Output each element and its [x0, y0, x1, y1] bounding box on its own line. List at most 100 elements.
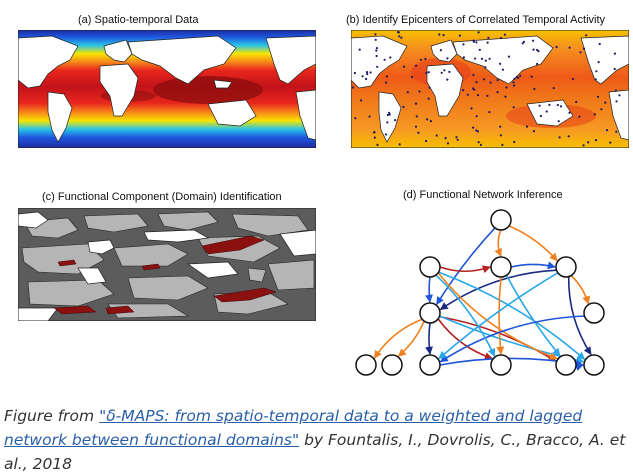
epicenter-dot [578, 115, 581, 118]
epicenter-dot [385, 75, 388, 78]
epicenter-dot [410, 75, 414, 78]
epicenter-dot [462, 56, 465, 59]
epicenter-dot [479, 143, 482, 146]
network-node-n9 [555, 354, 577, 376]
epicenter-dot [475, 129, 478, 132]
epicenter-dot [614, 89, 617, 92]
epicenter-dot [477, 31, 480, 34]
epicenter-dot [418, 90, 421, 93]
network-node-n4 [419, 302, 441, 324]
network-edge-n9-n10 [574, 363, 584, 371]
network-edge-n3-n4 [439, 269, 557, 311]
epicenter-dot [376, 65, 379, 68]
epicenter-dot [385, 81, 388, 84]
epicenter-dot [556, 103, 559, 107]
epicenter-dot [618, 94, 621, 97]
epicenter-dot [456, 138, 459, 141]
epicenter-dot [435, 134, 438, 137]
epicenter-dot [403, 65, 406, 68]
network-edge-n1-n10 [438, 271, 586, 361]
epicenter-dot [438, 33, 441, 36]
epicenter-dot [353, 71, 356, 75]
epicenter-dot [476, 94, 480, 97]
network-edge-n1-n4 [425, 276, 433, 303]
epicenter-dot [406, 91, 409, 94]
epicenter-dot [415, 64, 418, 67]
epicenter-dot [375, 47, 378, 50]
epicenter-dot [489, 81, 492, 84]
epicenter-dot [537, 50, 540, 53]
epicenter-dot [414, 125, 418, 128]
epicenter-dot [427, 71, 430, 74]
epicenter-dot [496, 91, 499, 94]
epicenter-dot [486, 94, 489, 97]
epicenter-dot [424, 57, 427, 61]
epicenter-dot [593, 113, 596, 116]
epicenter-dot [487, 36, 490, 39]
epicenter-dot [429, 120, 432, 123]
epicenter-dot [366, 73, 369, 76]
caption-prefix: Figure from [4, 407, 100, 425]
network-edge-n2-n9 [505, 274, 561, 357]
epicenter-dot [426, 118, 429, 121]
network-node-n8 [490, 354, 512, 376]
epicenter-dot [545, 110, 548, 113]
paper-link[interactable]: "δ-MAPS: from spatio-temporal data to a … [4, 407, 583, 449]
epicenter-dot [388, 111, 391, 114]
epicenter-dot [374, 38, 377, 41]
epicenter-dot [559, 105, 562, 108]
epicenter-dot [512, 84, 516, 87]
epicenter-dot [505, 86, 508, 89]
network-node-n2 [490, 256, 512, 278]
epicenter-dot [398, 35, 401, 38]
epicenter-dot [525, 125, 529, 128]
epicenter-dot [582, 144, 585, 147]
epicenter-dot [448, 70, 451, 73]
epicenter-dot [475, 81, 478, 84]
network-node-n1 [419, 256, 441, 278]
epicenter-dot [466, 93, 469, 96]
epicenter-dot [558, 136, 561, 139]
network-edge-n3-n11 [570, 274, 591, 305]
epicenter-dot [373, 136, 376, 139]
epicenter-dot [600, 108, 603, 111]
network-node-n10 [583, 354, 605, 376]
epicenter-dot [488, 57, 491, 60]
epicenter-dot [597, 61, 600, 64]
epicenter-dot [499, 125, 502, 128]
figure-caption: Figure from "δ-MAPS: from spatio-tempora… [4, 404, 630, 476]
epicenter-dot [415, 115, 418, 118]
epicenter-dot [474, 57, 477, 60]
epicenter-dot [539, 114, 542, 118]
network-edge-n2-n3 [510, 261, 556, 270]
network-edge-n0-n4 [436, 227, 496, 305]
network-edge-n3-n7 [438, 272, 559, 360]
epicenter-dot [439, 49, 442, 52]
epicenter-dot [389, 56, 392, 59]
epicenter-dot [358, 48, 361, 51]
epicenter-dot [397, 31, 400, 34]
epicenter-dot [443, 69, 446, 72]
spatio-temporal-map [18, 30, 316, 148]
epicenter-dot [375, 54, 378, 58]
epicenter-dot [444, 137, 447, 140]
epicenter-dot [368, 115, 371, 118]
epicenter-dot [472, 126, 475, 129]
epicenter-dot [512, 81, 515, 84]
network-node-n6 [381, 354, 403, 376]
epicenter-dot [587, 141, 590, 144]
epicenter-dot [609, 141, 612, 144]
epicenter-dot [604, 101, 607, 104]
network-node-n0 [490, 209, 512, 231]
epicenter-dot [369, 71, 372, 74]
epicenter-dot [365, 71, 369, 74]
functional-network-diagram [338, 200, 628, 385]
epicenter-dot [414, 102, 418, 105]
epicenter-dot [455, 136, 458, 139]
epicenter-dot [425, 139, 428, 143]
epicenter-dot [605, 129, 609, 132]
epicenters-map [351, 30, 629, 148]
epicenter-dot [361, 75, 364, 78]
epicenter-dot [417, 131, 420, 134]
epicenter-dot [594, 139, 598, 142]
